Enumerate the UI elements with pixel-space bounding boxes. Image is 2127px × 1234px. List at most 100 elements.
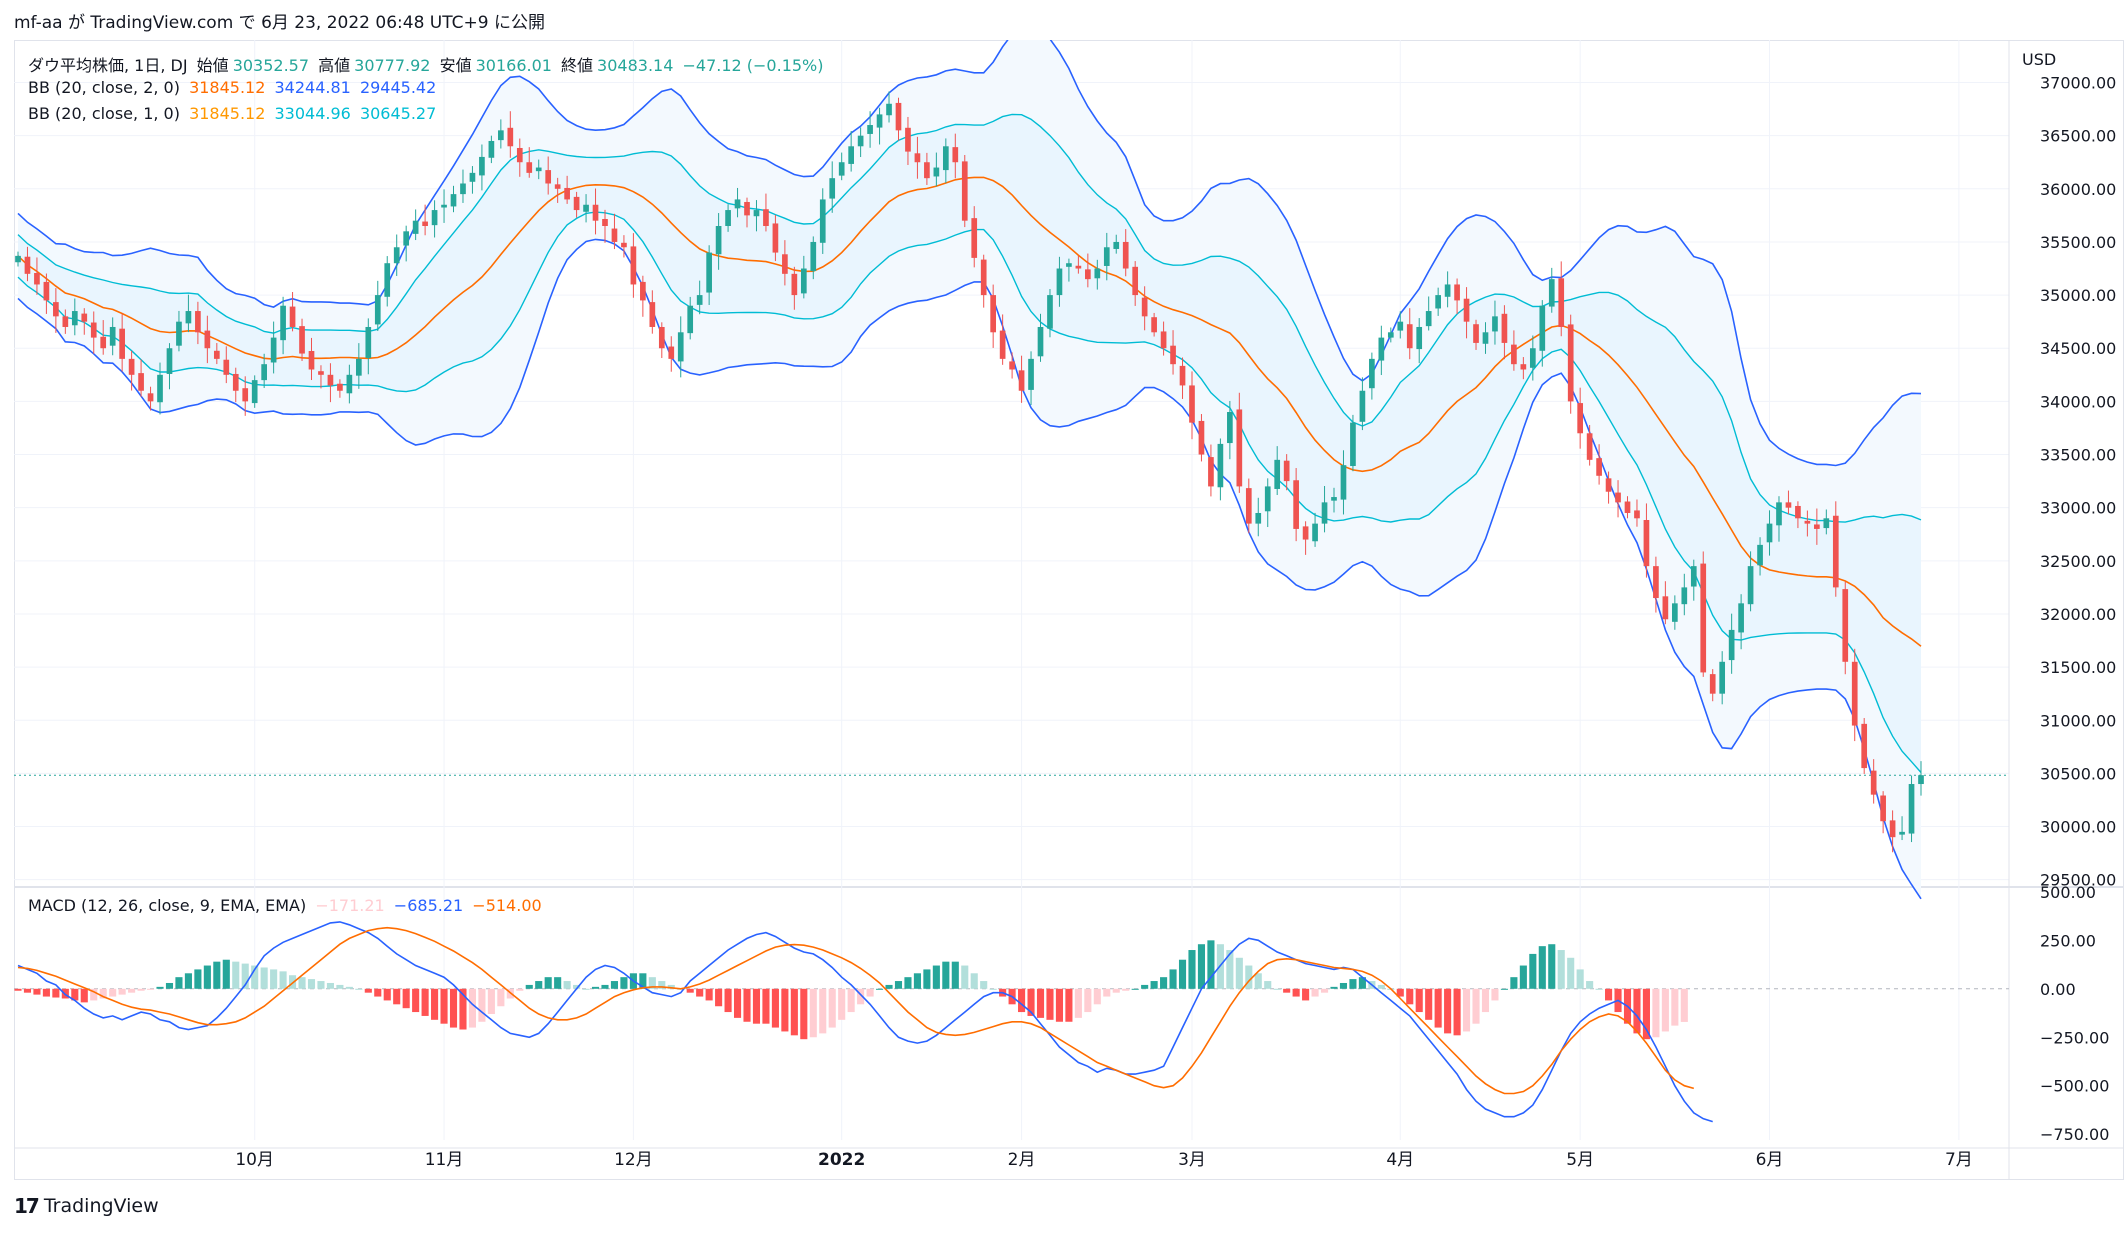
- candle-body: [1785, 502, 1792, 508]
- y-tick-label: 30000.00: [2040, 818, 2116, 837]
- macd-hist-bar: [222, 959, 230, 989]
- macd-hist-bar: [156, 986, 164, 989]
- macd-hist-bar: [686, 988, 694, 993]
- candle-body: [270, 337, 277, 363]
- macd-hist-bar: [847, 988, 855, 1013]
- macd-hist-bar: [1652, 988, 1660, 1038]
- macd-hist-bar: [1463, 988, 1471, 1032]
- candle-body: [1908, 784, 1915, 834]
- candle-body: [109, 326, 116, 346]
- candle-body: [62, 316, 69, 327]
- macd-hist-bar: [440, 988, 448, 1024]
- candle-body: [1463, 298, 1470, 322]
- x-tick-label: 4月: [1386, 1150, 1414, 1170]
- macd-hist-bar: [307, 979, 316, 989]
- candle-body: [460, 183, 466, 195]
- macd-hist-bar: [298, 977, 306, 989]
- y-tick-label: 34000.00: [2040, 392, 2116, 411]
- y-tick-label: 37000.00: [2040, 74, 2116, 93]
- candle-body: [232, 373, 239, 391]
- candle-body: [1085, 269, 1091, 280]
- candle-body: [1814, 524, 1820, 529]
- candle-body: [1331, 497, 1337, 501]
- macd-hist-bar: [355, 988, 363, 990]
- macd-hist-bar: [648, 977, 656, 989]
- candle-body: [630, 246, 637, 285]
- macd-hist-bar: [1264, 981, 1272, 989]
- bb2-legend[interactable]: BB (20, close, 2, 0) 31845.12 34244.81 2…: [28, 78, 440, 97]
- macd-hist-bar: [980, 981, 988, 989]
- macd-hist-bar: [1406, 988, 1414, 1005]
- candle-body: [1861, 723, 1868, 769]
- macd-legend[interactable]: MACD (12, 26, close, 9, EMA, EMA) −171.2…: [28, 896, 546, 915]
- macd-hist-bar: [762, 988, 770, 1024]
- candle-body: [1482, 332, 1489, 344]
- macd-hist-bar: [260, 967, 268, 989]
- symbol-legend: ダウ平均株価, 1日, DJ 始値 30352.57 高値 30777.92 安値 3…: [28, 52, 828, 76]
- candle-body: [299, 326, 305, 354]
- candle-body: [848, 146, 854, 164]
- candle-body: [43, 281, 50, 301]
- macd-hist-bar: [1254, 973, 1262, 989]
- candle-body: [251, 380, 258, 404]
- macd-hist-value: −171.21: [315, 896, 385, 915]
- macd-hist-bar: [544, 977, 552, 989]
- candle-body: [545, 170, 552, 184]
- chart-svg[interactable]: 37000.00 36500.00 36000.00 35500.00 35000.00…: [14, 40, 2124, 1180]
- candle-body: [668, 346, 675, 359]
- macd-hist-bar: [582, 988, 590, 990]
- candle-body: [772, 223, 779, 253]
- macd-hist-bar: [336, 984, 344, 989]
- bb2-name: BB (20, close, 2, 0): [28, 78, 180, 97]
- macd-hist-bar: [487, 988, 495, 1014]
- macd-hist-bar: [1595, 988, 1603, 990]
- macd-hist-bar: [1188, 950, 1196, 989]
- signal-line: [17, 926, 1695, 1095]
- macd-hist-bar: [1131, 988, 1139, 990]
- candle-body: [1529, 348, 1536, 368]
- macd-hist-bar: [866, 988, 874, 997]
- candle-body: [1804, 520, 1811, 524]
- macd-hist-bar: [1160, 977, 1168, 989]
- macd-hist-bar: [1671, 988, 1679, 1026]
- macd-hist-bar: [1207, 940, 1215, 989]
- macd-hist-bar: [620, 977, 628, 989]
- candle-body: [242, 388, 249, 402]
- candle-body: [1397, 321, 1404, 331]
- candle-body: [1558, 278, 1565, 327]
- macd-hist-bar: [1055, 988, 1063, 1022]
- macd-hist-bar: [497, 988, 505, 1007]
- candle-body: [365, 326, 372, 359]
- macd-line: [17, 921, 1713, 1123]
- candle-body: [479, 156, 485, 176]
- y-tick-label: 34500.00: [2040, 339, 2116, 358]
- macd-hist-bar: [705, 988, 713, 1001]
- high-value: 30777.92: [354, 56, 431, 75]
- macd-hist-bar: [554, 977, 562, 989]
- candle-body: [838, 162, 845, 176]
- macd-hist-bar: [383, 988, 391, 1001]
- bb1-legend[interactable]: BB (20, close, 1, 0) 31845.12 33044.96 3…: [28, 104, 440, 123]
- x-tick-label: 6月: [1756, 1150, 1784, 1170]
- macd-hist-bar: [894, 981, 903, 989]
- macd-hist-bar: [1084, 988, 1092, 1013]
- macd-hist-bar: [1377, 984, 1385, 989]
- candle-body: [1454, 284, 1460, 301]
- macd-hist-bar: [1491, 988, 1499, 1001]
- footer[interactable]: 𝟭𝟳 TradingView: [14, 1194, 159, 1218]
- macd-hist-bar: [923, 969, 931, 989]
- macd-hist-bar: [345, 986, 353, 989]
- macd-hist-bar: [809, 988, 817, 1038]
- bb2-lower-line: [17, 238, 1922, 900]
- candle-body: [403, 231, 410, 246]
- macd-hist-bar: [165, 982, 174, 989]
- candle-body: [1918, 775, 1924, 785]
- open-label: 始値: [196, 56, 229, 75]
- candle-body: [1539, 305, 1546, 351]
- macd-hist-bar: [1197, 944, 1206, 989]
- symbol-name: ダウ平均株価, 1日, DJ: [28, 56, 188, 75]
- candle-body: [1359, 390, 1366, 422]
- candle-body: [498, 130, 504, 141]
- macd-hist-bar: [232, 961, 240, 989]
- bb1-lower: 30645.27: [359, 104, 437, 123]
